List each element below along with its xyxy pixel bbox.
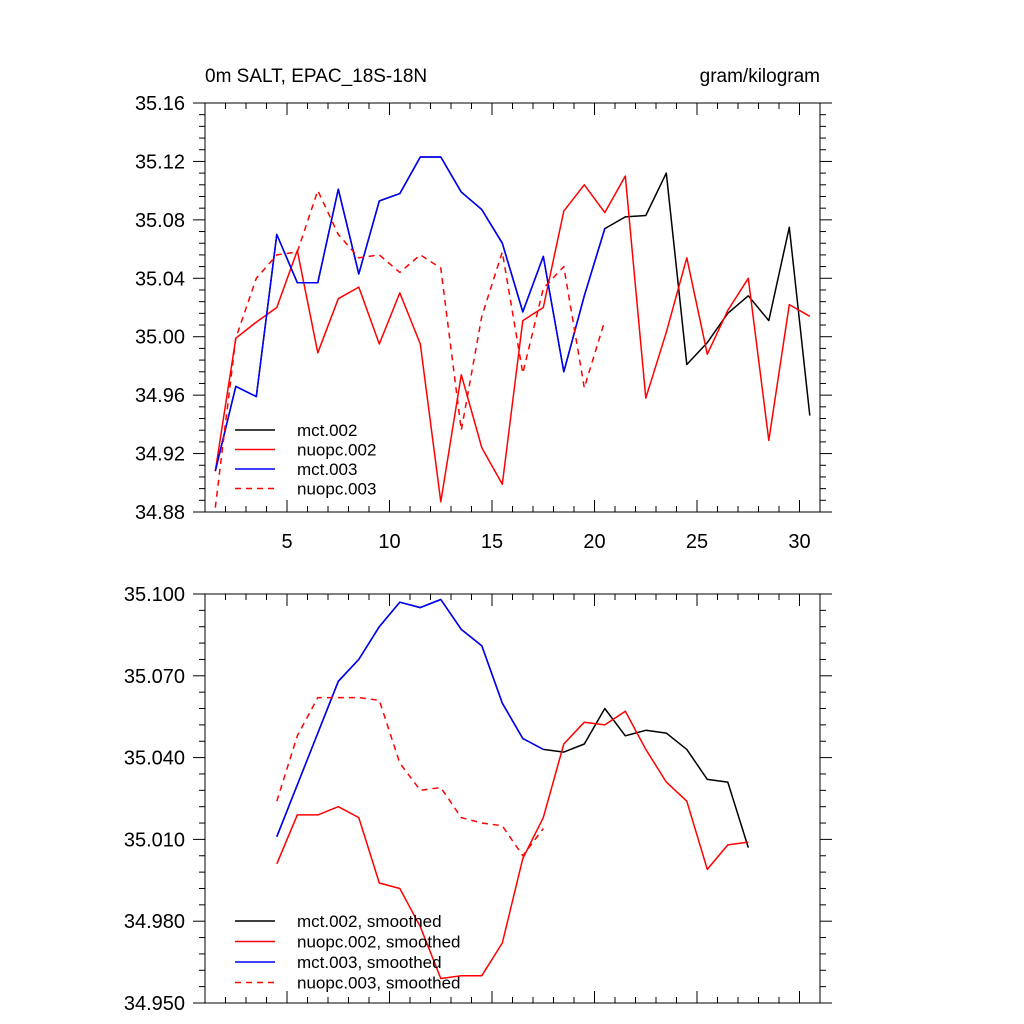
x-tick-label: 5 — [281, 531, 292, 553]
legend-label: mct.002, smoothed — [297, 912, 442, 931]
x-tick-label: 20 — [583, 531, 605, 553]
legend-label: mct.002 — [297, 421, 357, 440]
legend-label: nuopc.002 — [297, 441, 376, 460]
chart-title-right: gram/kilogram — [700, 66, 820, 87]
legend-label: mct.003 — [297, 460, 357, 479]
y-tick-label: 34.950 — [124, 993, 185, 1015]
y-tick-label: 34.980 — [124, 911, 185, 933]
y-tick-label: 34.96 — [135, 385, 185, 407]
bottom-panel: 34.950 34.980 35.010 35.040 35.070 35.100 mct.… — [124, 584, 832, 1015]
x-tick-label: 15 — [481, 531, 503, 553]
series-line-nuopc-003 — [214, 189, 606, 508]
series-line-mct-002-smoothed — [276, 598, 750, 848]
y-tick-label: 35.070 — [124, 666, 185, 688]
x-tick-label: 25 — [686, 531, 708, 553]
y-tick-label: 35.04 — [135, 268, 185, 290]
y-tick-label: 35.040 — [124, 748, 185, 770]
x-tick-label: 30 — [788, 531, 810, 553]
legend-label: nuopc.003 — [297, 480, 376, 499]
y-tick-label: 35.100 — [124, 584, 185, 606]
series-line-mct-003-smoothed — [276, 598, 544, 837]
chart-title-left: 0m SALT, EPAC_18S-18N — [205, 66, 427, 87]
y-tick-label: 34.92 — [135, 444, 185, 466]
y-tick-label: 35.00 — [135, 327, 185, 349]
series-line-mct-003 — [214, 156, 606, 472]
series-line-nuopc-003-smoothed — [276, 696, 544, 857]
y-tick-label: 34.88 — [135, 502, 185, 524]
y-tick-label: 35.010 — [124, 829, 185, 851]
x-tick-label: 10 — [378, 531, 400, 553]
legend-label: nuopc.002, smoothed — [297, 933, 461, 952]
series-line-nuopc-002 — [214, 175, 811, 503]
y-tick-label: 35.16 — [135, 93, 185, 115]
y-tick-label: 35.12 — [135, 151, 185, 173]
series-line-nuopc-002-smoothed — [276, 710, 749, 980]
y-tick-label: 35.08 — [135, 210, 185, 232]
legend-label: nuopc.003, smoothed — [297, 974, 461, 993]
legend-label: mct.003, smoothed — [297, 953, 442, 972]
top-panel: 5 10 15 20 25 30 34.88 34.92 34.96 35.00 35.04 35.0… — [135, 93, 832, 553]
